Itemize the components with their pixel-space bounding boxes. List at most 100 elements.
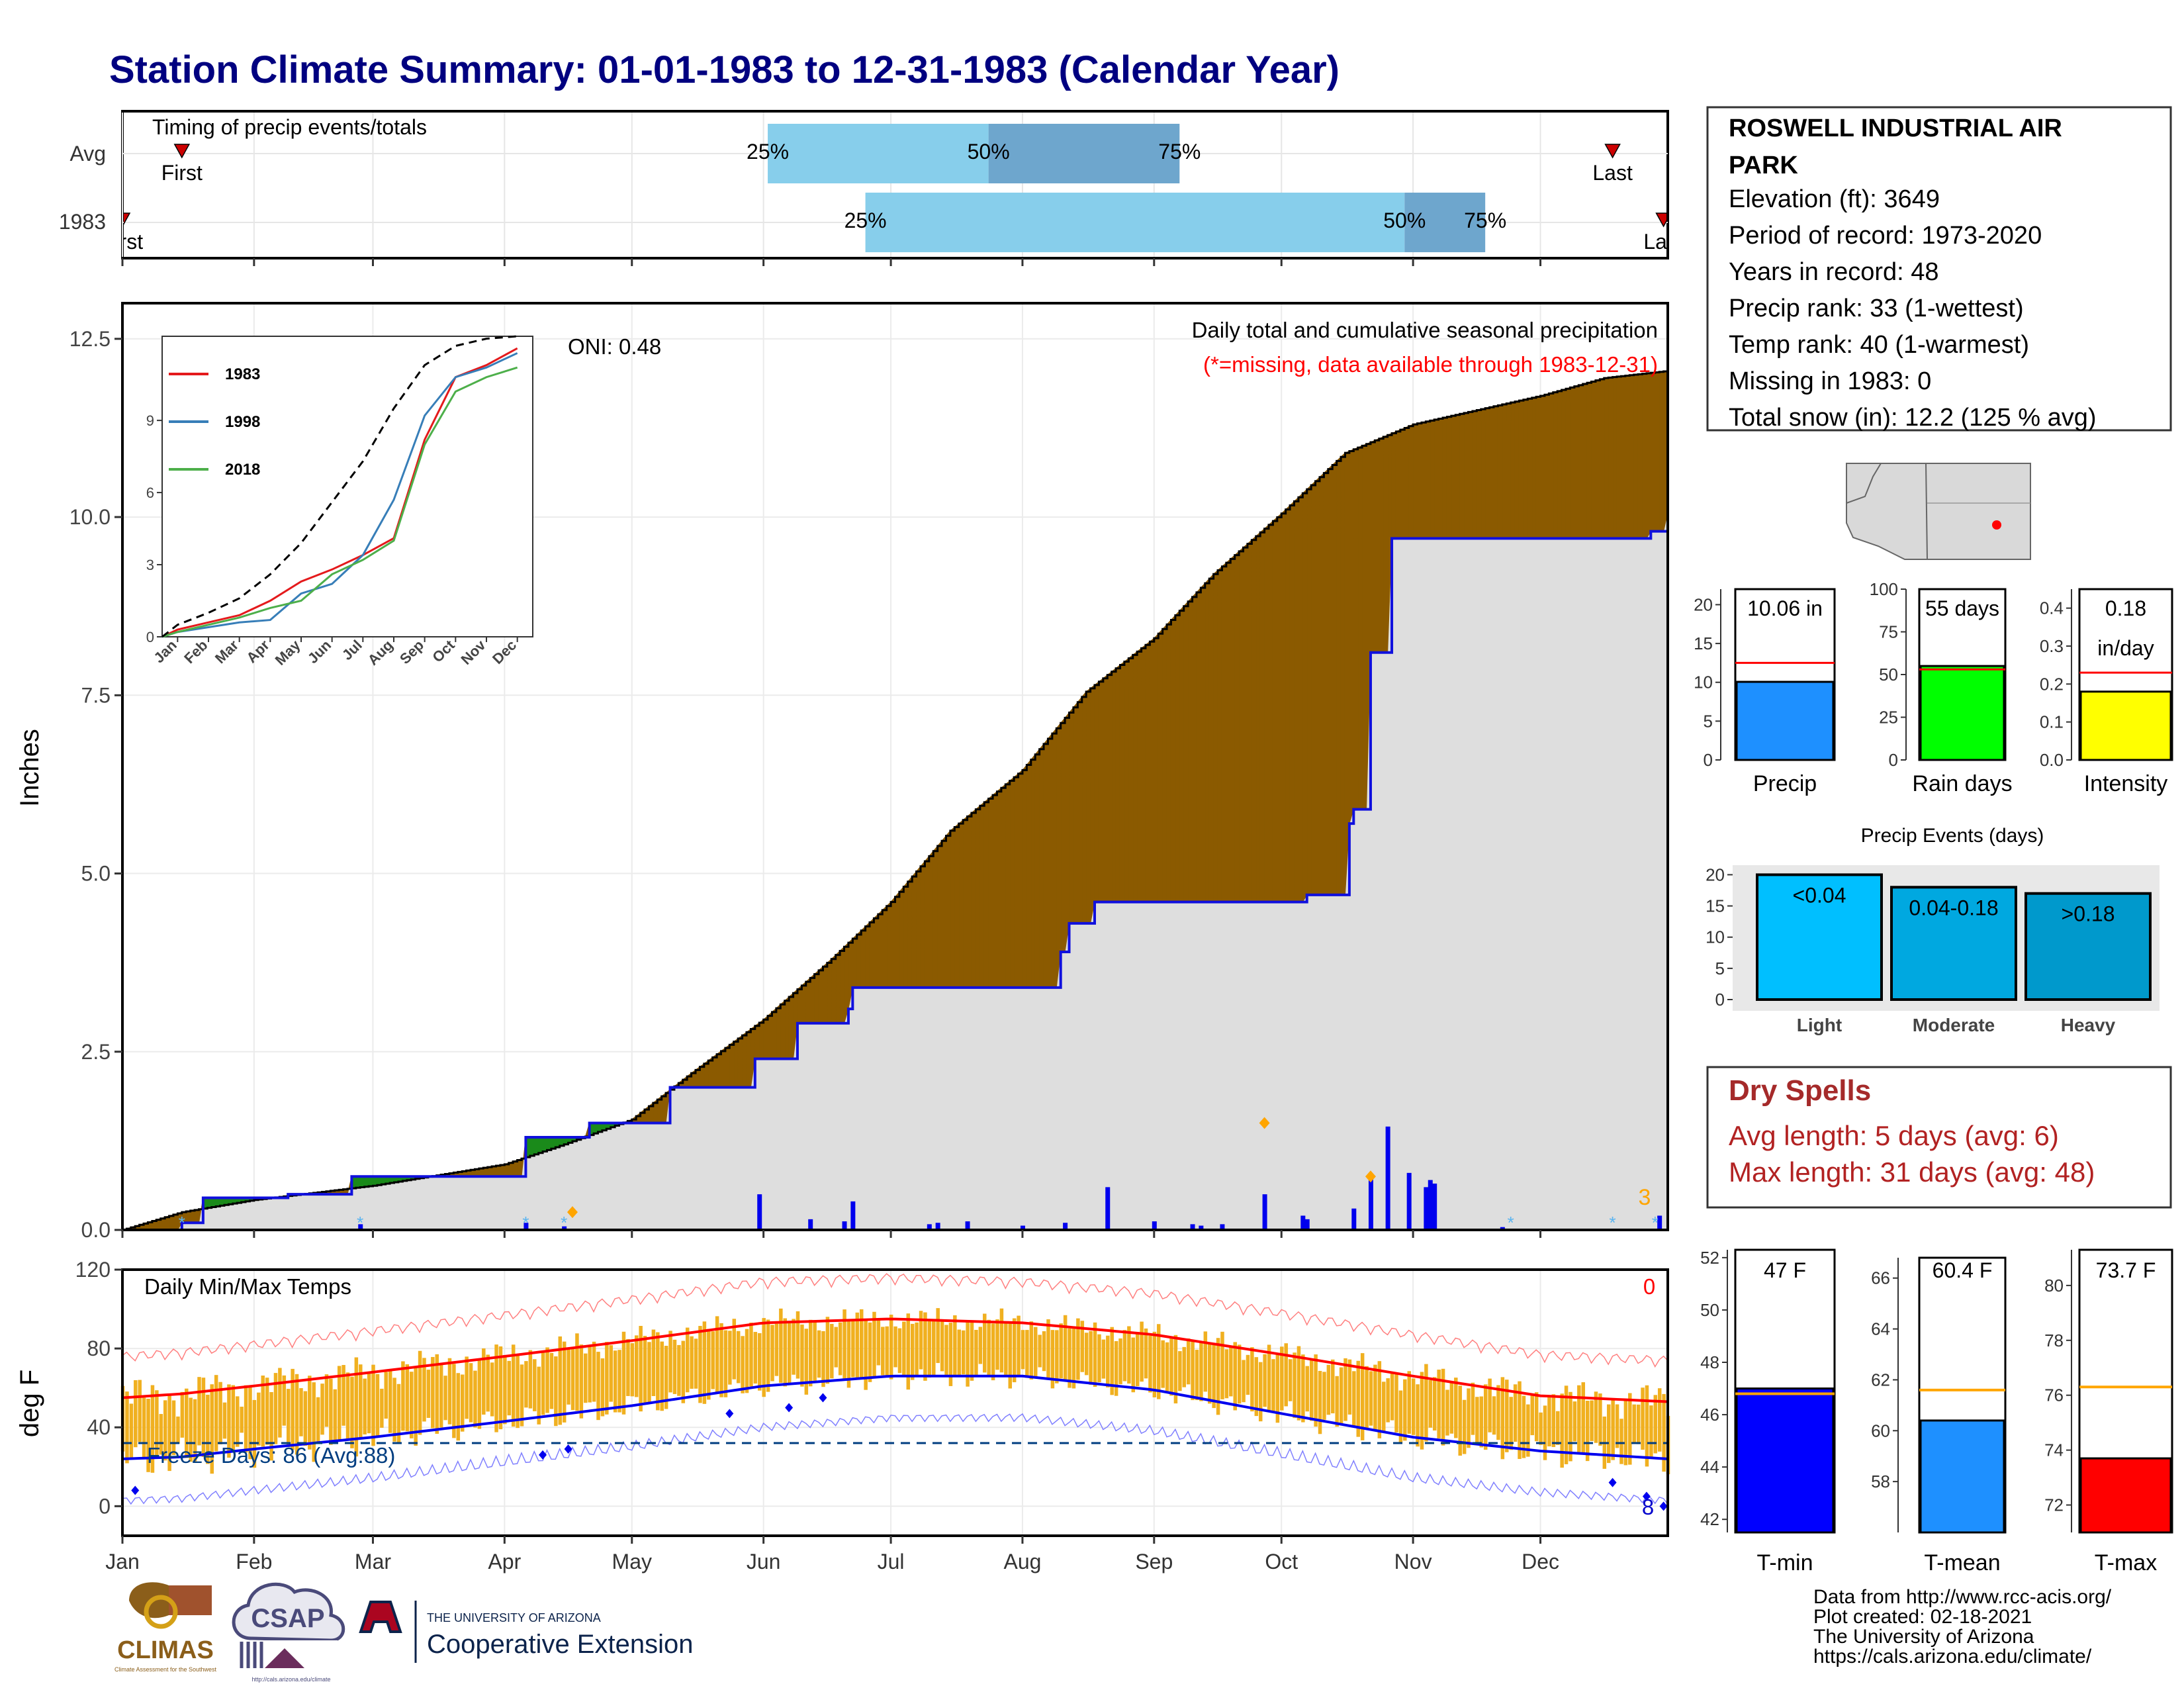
daily-temp-bar	[953, 1315, 957, 1376]
daily-temp-bar	[1518, 1381, 1522, 1460]
daily-temp-bar	[919, 1311, 923, 1370]
record-low-marker	[564, 1444, 572, 1454]
stat-y-tick-label: 100	[1870, 579, 1898, 599]
daily-temp-bar	[719, 1323, 723, 1397]
daily-temp-bar	[1467, 1388, 1471, 1448]
daily-temp-bar	[1352, 1371, 1356, 1428]
dry-spells-max: Max length: 31 days (avg: 48)	[1729, 1156, 2095, 1188]
timing-bar-25-50	[865, 193, 1405, 252]
daily-temp-bar	[1237, 1344, 1242, 1404]
daily-temp-bar	[1551, 1394, 1556, 1447]
daily-temp-bar	[1071, 1326, 1076, 1389]
daily-temp-bar	[609, 1345, 614, 1402]
temp-stat-bar	[1735, 1387, 1835, 1534]
daily-temp-bar	[1424, 1364, 1428, 1442]
temp-stat-y-tick-label: 58	[1871, 1472, 1890, 1491]
daily-temp-bar	[677, 1344, 681, 1396]
daily-temp-bar	[634, 1335, 639, 1397]
daily-temp-bar	[698, 1326, 702, 1403]
inset-legend-label: 1983	[225, 365, 260, 383]
snow-marker: *	[1610, 1213, 1616, 1233]
events-bar-label: >0.18	[2062, 902, 2115, 926]
daily-temp-bar	[660, 1341, 664, 1411]
record-low-marker	[131, 1485, 140, 1495]
record-low-marker	[1642, 1491, 1651, 1501]
daily-temp-bar	[167, 1394, 171, 1472]
timing-row-1983: 1983	[59, 210, 106, 234]
daily-temp-bar	[1157, 1324, 1161, 1399]
daily-temp-bar	[783, 1318, 788, 1387]
temp-stat-y-tick-label: 80	[2044, 1276, 2064, 1295]
daily-temp-bar	[528, 1350, 533, 1409]
daily-temp-bar	[1021, 1330, 1025, 1370]
daily-temp-bar	[1309, 1360, 1314, 1421]
stat-category-label: Rain days	[1912, 771, 2012, 796]
daily-temp-bar	[1432, 1377, 1437, 1431]
timing-marker	[124, 212, 131, 225]
stat-y-tick-label: 20	[1694, 594, 1713, 614]
daily-temp-bar	[1496, 1385, 1500, 1440]
daily-temp-bar	[1050, 1330, 1055, 1389]
footer-line-4: https://cals.arizona.edu/climate/	[1813, 1646, 2092, 1667]
daily-temp-bar	[142, 1397, 146, 1460]
daily-temp-bar	[486, 1354, 490, 1412]
daily-temp-bar	[227, 1384, 231, 1458]
daily-temp-bar	[1449, 1382, 1454, 1434]
daily-temp-bar	[1195, 1350, 1199, 1401]
daily-temp-bar	[1331, 1359, 1335, 1414]
daily-temp-bar	[1182, 1346, 1187, 1387]
daily-temp-bar	[176, 1416, 180, 1444]
daily-precip-bar	[523, 1223, 529, 1230]
stat-value-label: 55 days	[1925, 596, 1999, 620]
daily-temp-bar	[1347, 1359, 1352, 1415]
daily-temp-bar	[236, 1396, 240, 1447]
daily-temp-bar	[651, 1329, 656, 1397]
temp-stat-y-tick-label: 44	[1700, 1457, 1719, 1477]
daily-temp-bar	[1377, 1361, 1382, 1438]
daily-temp-bar	[180, 1391, 185, 1438]
month-label: Nov	[1394, 1550, 1432, 1573]
daily-temp-bar	[910, 1323, 915, 1380]
daily-precip-bar	[1406, 1172, 1412, 1230]
daily-precip-bar	[1220, 1224, 1225, 1230]
daily-temp-bar	[1131, 1337, 1136, 1393]
daily-temp-bar	[1628, 1393, 1632, 1465]
timing-marker	[1655, 212, 1666, 228]
daily-temp-bar	[1564, 1385, 1569, 1464]
daily-temp-bar	[940, 1319, 944, 1372]
timing-p50-label: 50%	[968, 140, 1010, 164]
daily-temp-bar	[1382, 1382, 1386, 1432]
events-bar	[1890, 886, 2017, 1002]
daily-precip-bar	[1105, 1187, 1111, 1230]
timing-marker-label: Last	[1643, 230, 1684, 254]
temp-y-tick-label: 0	[99, 1494, 111, 1518]
daily-temp-bar	[626, 1338, 630, 1396]
daily-temp-bar	[630, 1343, 635, 1397]
daily-temp-bar	[201, 1378, 206, 1457]
events-y-tick-label: 5	[1715, 959, 1725, 978]
events-bar	[1756, 873, 1883, 1002]
daily-temp-bar	[868, 1322, 872, 1382]
daily-temp-bar	[575, 1333, 579, 1411]
daily-temp-bar	[1140, 1321, 1144, 1382]
daily-temp-bar	[282, 1375, 287, 1426]
record-low-marker	[1659, 1501, 1668, 1511]
daily-temp-bar	[1093, 1322, 1097, 1387]
daily-temp-bar	[647, 1342, 651, 1403]
daily-temp-bar	[1581, 1382, 1586, 1454]
daily-temp-bar	[1641, 1387, 1645, 1450]
timing-p75-label: 75%	[1158, 140, 1201, 164]
stat-bar	[2079, 690, 2172, 761]
stat-value-label: 10.06 in	[1747, 596, 1823, 620]
timing-marker	[1604, 144, 1621, 159]
daily-temp-bar	[333, 1389, 338, 1442]
daily-temp-bar	[252, 1399, 257, 1468]
daily-temp-bar	[524, 1361, 528, 1408]
events-category-label: Heavy	[2061, 1015, 2116, 1035]
daily-temp-bar	[851, 1321, 855, 1378]
daily-temp-bar	[923, 1312, 927, 1381]
ua-extension-logo: THE UNIVERSITY OF ARIZONA Cooperative Ex…	[359, 1601, 693, 1663]
daily-temp-bar	[248, 1387, 252, 1460]
timing-bar-25-50	[768, 124, 989, 183]
daily-precip-bar	[850, 1201, 856, 1230]
